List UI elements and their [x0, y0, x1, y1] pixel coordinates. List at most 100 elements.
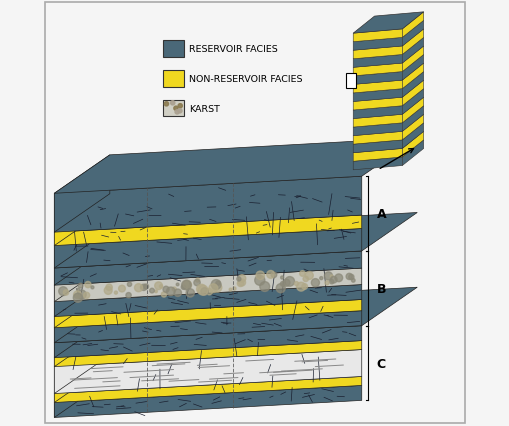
Circle shape [319, 277, 322, 280]
Circle shape [301, 284, 307, 290]
Circle shape [229, 288, 232, 291]
Bar [163, 71, 183, 87]
Text: RESERVOIR FACIES: RESERVOIR FACIES [188, 45, 277, 54]
Circle shape [193, 280, 200, 286]
Polygon shape [54, 290, 109, 343]
Circle shape [236, 277, 240, 281]
Polygon shape [54, 229, 361, 268]
Polygon shape [402, 124, 423, 149]
Circle shape [238, 275, 245, 282]
Polygon shape [54, 208, 109, 268]
Text: C: C [376, 357, 385, 370]
Circle shape [257, 275, 261, 279]
Circle shape [195, 279, 199, 282]
Circle shape [183, 281, 191, 290]
Circle shape [237, 280, 243, 287]
Polygon shape [353, 38, 402, 51]
Polygon shape [54, 216, 361, 246]
Polygon shape [353, 98, 402, 111]
Circle shape [91, 286, 94, 289]
Circle shape [212, 283, 221, 292]
Polygon shape [54, 155, 109, 233]
Circle shape [140, 285, 147, 291]
Circle shape [329, 275, 332, 278]
Polygon shape [402, 132, 423, 158]
Circle shape [143, 284, 148, 289]
Polygon shape [402, 72, 423, 98]
Polygon shape [353, 30, 402, 43]
Polygon shape [402, 98, 423, 124]
Circle shape [324, 281, 328, 285]
Circle shape [232, 287, 236, 291]
Circle shape [134, 284, 143, 292]
Circle shape [351, 279, 354, 282]
Polygon shape [402, 13, 423, 38]
Circle shape [149, 288, 154, 293]
Circle shape [186, 289, 194, 297]
Polygon shape [54, 194, 109, 246]
Circle shape [196, 285, 206, 294]
Circle shape [305, 272, 313, 280]
Polygon shape [353, 141, 402, 153]
Polygon shape [353, 72, 402, 85]
Polygon shape [353, 158, 402, 170]
Circle shape [166, 287, 175, 296]
Circle shape [104, 287, 112, 295]
Circle shape [296, 282, 305, 291]
Polygon shape [54, 328, 109, 394]
Circle shape [197, 285, 208, 296]
FancyBboxPatch shape [345, 74, 355, 89]
Circle shape [163, 287, 169, 293]
Text: B: B [376, 282, 385, 295]
Polygon shape [402, 55, 423, 81]
Polygon shape [402, 30, 423, 55]
Circle shape [164, 102, 168, 106]
Polygon shape [54, 326, 361, 358]
Circle shape [266, 271, 274, 279]
Circle shape [73, 291, 81, 299]
Circle shape [282, 279, 290, 287]
Polygon shape [54, 386, 361, 417]
Circle shape [294, 282, 298, 286]
Circle shape [280, 276, 283, 279]
Text: A: A [376, 207, 385, 221]
Circle shape [77, 291, 86, 299]
Circle shape [172, 287, 176, 291]
Polygon shape [402, 115, 423, 141]
Circle shape [159, 285, 162, 288]
Polygon shape [402, 89, 423, 115]
Circle shape [259, 282, 269, 292]
Polygon shape [402, 106, 423, 132]
Polygon shape [54, 247, 109, 302]
Circle shape [254, 276, 264, 286]
Polygon shape [353, 55, 402, 68]
Polygon shape [54, 355, 109, 403]
Circle shape [346, 273, 352, 280]
Polygon shape [54, 288, 416, 343]
Polygon shape [54, 230, 109, 285]
Circle shape [176, 283, 179, 286]
Polygon shape [54, 138, 416, 194]
Circle shape [211, 280, 221, 290]
Polygon shape [54, 311, 361, 343]
Circle shape [114, 291, 117, 294]
Circle shape [201, 288, 208, 296]
Polygon shape [402, 21, 423, 47]
Polygon shape [54, 364, 109, 417]
Circle shape [330, 277, 336, 283]
Polygon shape [54, 213, 416, 268]
Polygon shape [402, 38, 423, 64]
Circle shape [78, 284, 83, 288]
Polygon shape [353, 89, 402, 102]
Circle shape [299, 271, 305, 276]
Polygon shape [54, 377, 361, 403]
Polygon shape [54, 177, 361, 233]
Circle shape [178, 109, 182, 114]
Circle shape [126, 293, 131, 298]
Circle shape [154, 282, 162, 290]
Text: NON-RESERVOIR FACIES: NON-RESERVOIR FACIES [188, 75, 302, 84]
Polygon shape [54, 279, 109, 328]
Circle shape [119, 285, 125, 292]
Circle shape [142, 286, 145, 289]
Circle shape [181, 285, 185, 290]
